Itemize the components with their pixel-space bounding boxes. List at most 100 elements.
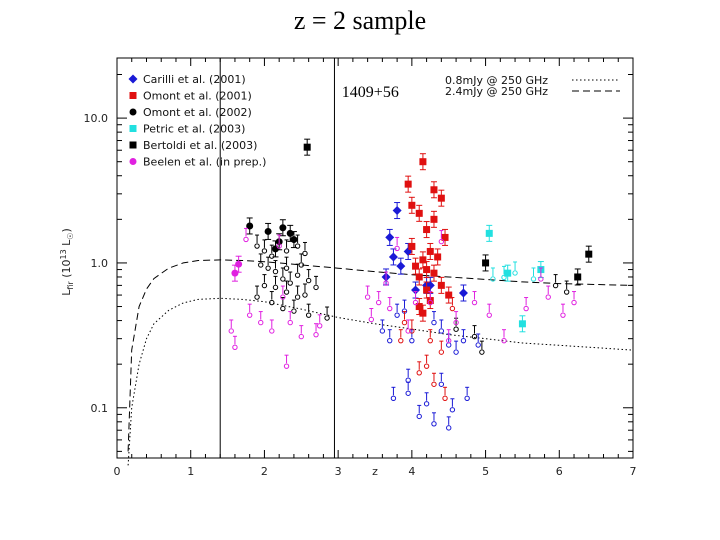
upper-limit-point [405,328,411,334]
y-label-unit-sub: ☉ [66,233,75,240]
upper-limit-point [228,328,234,334]
detection-point [423,286,431,294]
upper-limit-point [398,337,404,344]
upper-limit-point [446,337,452,344]
upper-limit-point [298,262,304,268]
detection-point [415,303,423,311]
series-4 [303,138,593,355]
detection-point [437,281,445,289]
x-tick-label: 0 [114,465,121,478]
detection-point [485,229,493,237]
legend-marker [129,158,137,165]
upper-limit-point [283,248,290,254]
y-label-sup: 13 [59,249,68,259]
upper-limit-point [394,245,400,252]
detection-point [423,226,431,234]
detection-point [441,233,449,241]
detection-point [426,247,434,255]
upper-limit-point [272,268,279,275]
x-tick-label: 4 [408,465,415,478]
detection-point [290,236,298,244]
upper-limit-point [464,395,470,402]
detection-point [231,269,239,277]
legend-marker [129,125,137,132]
upper-limit-point [545,294,551,300]
x-axis-label: z [372,465,378,478]
upper-limit-point [313,284,319,291]
detection-point [419,309,427,317]
legend-marker [128,74,138,84]
upper-limit-point [254,294,260,300]
detection-point [437,194,445,202]
data-points [228,138,593,431]
upper-limit-point [563,289,570,295]
legend-entry-label: Omont et al. (2001) [143,90,252,103]
upper-limit-point [269,328,275,334]
detection-point [434,253,442,261]
upper-limit-point [368,316,375,323]
slide-title: z = 2 sample [293,6,427,35]
y-axis-label: Lfir (1013 L☉) [59,228,75,296]
detection-point [415,273,423,281]
detection-point [419,158,427,166]
detection-point [423,266,431,274]
series-1 [398,153,456,402]
upper-limit-point [423,363,430,369]
detection-point [264,227,272,235]
detection-point [388,252,398,262]
curves [127,259,634,466]
detection-point [396,261,406,271]
series-2 [246,217,330,321]
upper-limit-point [446,425,452,431]
detection-point [430,269,438,277]
y-tick-label: 0.1 [91,402,109,415]
upper-limit-point [269,253,275,259]
upper-limit-point [479,349,485,355]
upper-limit-point [405,390,411,396]
upper-limit-point [269,299,275,306]
upper-limit-point [317,323,323,329]
curve-legend-label: 0.8mJy @ 250 GHz [445,74,548,87]
axes: 0 1 2 3 4 5 6 7 0.1 1.0 10.0 [84,58,637,478]
upper-limit-point [283,265,290,271]
x-tick-label: 5 [482,465,489,478]
annotation-1409-56: 1409+56 [342,84,399,101]
upper-limit-point [302,250,308,257]
upper-limit-point [258,262,264,268]
plot-frame [116,57,634,459]
detection-point [412,262,420,270]
sensitivity-curve [127,259,634,452]
upper-limit-point [294,243,301,249]
upper-limit-point [298,333,304,340]
upper-limit-point [387,305,393,312]
detection-point [392,206,402,216]
upper-limit-point [375,299,382,306]
upper-limit-point [401,319,408,326]
upper-limit-point [442,395,448,402]
upper-limit-point [453,319,459,326]
x-tick-label: 3 [335,465,342,478]
upper-limit-point [409,337,415,344]
upper-limit-point [383,280,389,286]
upper-limit-point [287,319,293,326]
upper-limit-point [431,381,437,387]
legend: Carilli et al. (2001) Omont et al. (2001)… [128,73,620,169]
upper-limit-point [390,395,397,402]
legend-entry-label: Petric et al. (2003) [143,123,245,136]
upper-limit-point [394,312,400,318]
upper-limit-point [438,349,445,355]
upper-limit-point [438,328,445,334]
detection-point [585,250,593,258]
upper-limit-point [258,319,264,326]
upper-limit-point [246,312,253,318]
svg-text:Lfir (1013 L☉): Lfir (1013 L☉) [59,228,75,296]
detection-point [482,259,490,267]
upper-limit-point [431,319,437,326]
detection-point [518,320,526,328]
upper-limit-point [431,421,437,427]
upper-limit-point [287,280,293,286]
upper-limit-point [305,277,312,284]
detection-point [408,201,416,209]
curve-legend-label: 2.4mJy @ 250 GHz [445,85,548,98]
upper-limit-point [490,276,496,282]
